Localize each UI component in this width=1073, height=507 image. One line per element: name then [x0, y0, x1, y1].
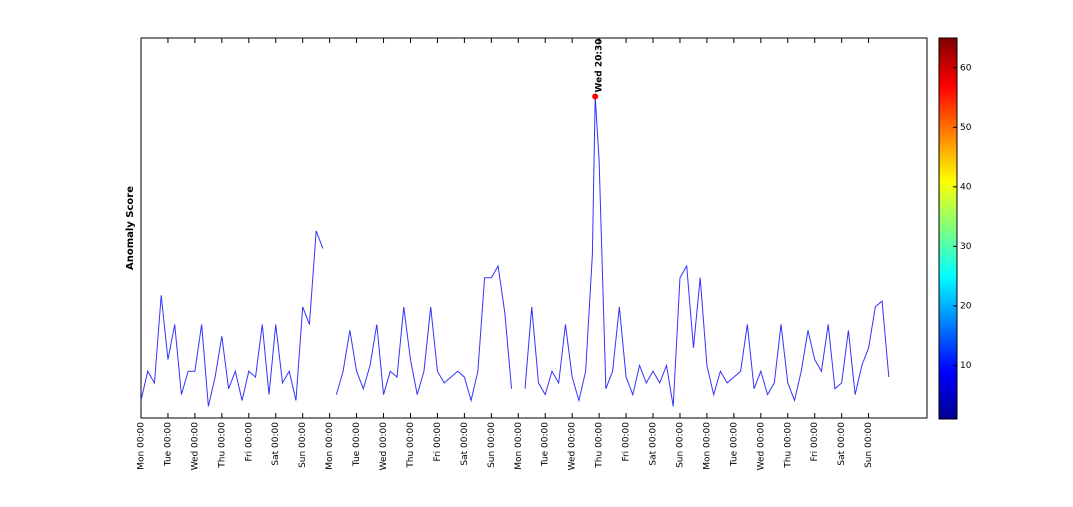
peak-label: Wed 20:30: [595, 39, 605, 93]
colorbar-tick-label: 20: [960, 301, 972, 311]
x-tick-label: Sat 00:00: [460, 422, 470, 466]
x-tick-label: Fri 00:00: [622, 422, 632, 462]
x-tick-label: Mon 00:00: [702, 422, 712, 470]
x-tick-label: Mon 00:00: [325, 422, 335, 470]
x-tick-label: Sun 00:00: [298, 422, 308, 468]
x-tick-label: Wed 00:00: [756, 422, 766, 471]
x-tick-label: Mon 00:00: [514, 422, 524, 470]
peak-marker: [592, 93, 599, 100]
x-tick-label: Sat 00:00: [837, 422, 847, 466]
x-tick-label: Thu 00:00: [783, 422, 793, 469]
x-tick-label: Fri 00:00: [433, 422, 443, 462]
x-tick-label: Mon 00:00: [137, 422, 147, 470]
x-tick-label: Fri 00:00: [810, 422, 820, 462]
x-tick-label: Sun 00:00: [675, 422, 685, 468]
x-tick-label: Thu 00:00: [595, 422, 605, 469]
x-tick-label: Tue 00:00: [541, 422, 551, 467]
x-tick-label: Wed 00:00: [568, 422, 578, 471]
colorbar-tick-label: 60: [960, 63, 972, 73]
x-tick-label: Sun 00:00: [864, 422, 874, 468]
x-tick-label: Tue 00:00: [352, 422, 362, 467]
colorbar-tick-label: 40: [960, 182, 972, 192]
x-tick-label: Sat 00:00: [649, 422, 659, 466]
colorbar-tick-label: 30: [960, 242, 972, 252]
x-tick-label: Sat 00:00: [271, 422, 281, 466]
x-tick-label: Fri 00:00: [244, 422, 254, 462]
x-tick-label: Thu 00:00: [217, 422, 227, 469]
x-tick-label: Sun 00:00: [487, 422, 497, 468]
x-tick-label: Wed 00:00: [190, 422, 200, 471]
x-tick-label: Tue 00:00: [729, 422, 739, 467]
x-tick-label: Wed 00:00: [379, 422, 389, 471]
x-tick-label: Thu 00:00: [406, 422, 416, 469]
plot-frame: [140, 37, 928, 419]
colorbar-tick-label: 10: [960, 361, 972, 371]
colorbar-tick-label: 50: [960, 123, 972, 133]
colorbar: [938, 37, 958, 420]
x-tick-label: Tue 00:00: [163, 422, 173, 467]
y-axis-label: Anomaly Score: [125, 186, 136, 270]
anomaly-line: [140, 96, 890, 407]
